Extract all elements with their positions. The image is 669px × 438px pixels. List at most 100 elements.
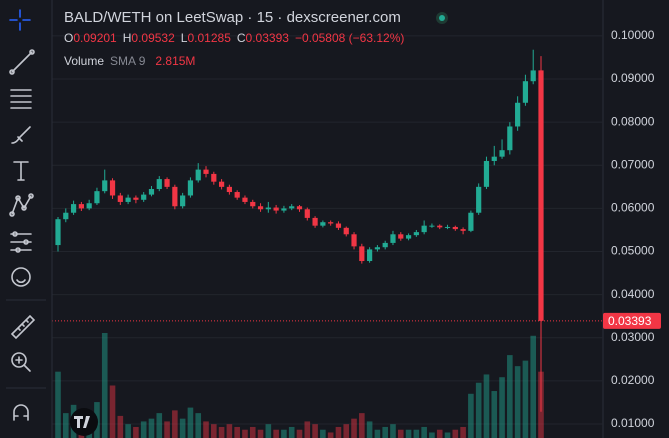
candle-body xyxy=(522,81,529,103)
zoom-tool[interactable] xyxy=(11,352,31,372)
volume-bar xyxy=(304,421,311,438)
volume-bar xyxy=(507,355,513,438)
y-tick-label: 0.07000 xyxy=(611,157,655,171)
candle-body xyxy=(141,194,147,200)
toolbar xyxy=(0,0,52,438)
high-value: 0.09532 xyxy=(131,31,175,45)
candle-body xyxy=(476,186,482,213)
volume-bar xyxy=(499,377,505,438)
volume-bar xyxy=(436,429,443,438)
volume-bar xyxy=(397,429,404,438)
candle-body xyxy=(296,206,303,210)
candle-body xyxy=(312,217,318,226)
volume-bar xyxy=(468,393,474,438)
volume-bar xyxy=(281,429,287,438)
y-tick-label: 0.09000 xyxy=(611,71,655,85)
volume-bar xyxy=(249,426,256,438)
candle-body xyxy=(421,225,427,233)
candle-body xyxy=(382,242,388,248)
volume-bar xyxy=(374,429,381,438)
candle-body xyxy=(413,232,419,236)
last-price-tag xyxy=(603,312,661,329)
change-value: −0.05808 (−63.12%) xyxy=(295,31,404,45)
volume-label: Volume xyxy=(64,54,104,68)
high-label: H xyxy=(123,31,132,45)
crosshair-tool[interactable] xyxy=(9,9,31,31)
candle-body xyxy=(405,235,412,239)
pattern-tool[interactable] xyxy=(9,193,34,217)
candle-body xyxy=(164,179,170,187)
close-label: C xyxy=(237,31,246,45)
volume-bar xyxy=(187,407,194,438)
volume-bar xyxy=(140,421,147,438)
candle-body xyxy=(218,181,225,187)
chart-title: BALD/WETH on LeetSwap · 15 · dexscreener… xyxy=(64,9,401,26)
candle-body xyxy=(483,160,490,187)
candle-body xyxy=(437,225,443,228)
emoji-tool[interactable] xyxy=(11,267,31,287)
volume-bar xyxy=(390,424,396,438)
volume-bar xyxy=(413,429,420,438)
candle-body xyxy=(55,219,61,246)
y-tick-label: 0.01000 xyxy=(611,416,655,430)
candle-body xyxy=(273,207,279,211)
y-tick-label: 0.04000 xyxy=(611,287,655,301)
candle-body xyxy=(351,234,357,247)
candle-body xyxy=(102,180,108,192)
volume-bar xyxy=(359,413,365,438)
candle-body xyxy=(374,247,381,250)
candle-body xyxy=(226,186,232,193)
volume-bar xyxy=(343,424,350,438)
volume-bar xyxy=(203,421,209,438)
ruler-tool[interactable] xyxy=(10,314,36,340)
volume-bar xyxy=(211,424,217,438)
candle-body xyxy=(156,179,162,190)
candle-body xyxy=(468,212,474,231)
candle-body xyxy=(289,206,295,209)
candle-body xyxy=(367,249,373,262)
fib-tool[interactable] xyxy=(10,89,32,109)
candle-body xyxy=(187,180,194,196)
volume-bar xyxy=(429,432,435,438)
candle-body xyxy=(499,150,505,157)
volume-bar xyxy=(491,391,498,438)
candle-body xyxy=(460,229,466,231)
candle-body xyxy=(148,189,155,195)
prediction-tool[interactable] xyxy=(10,231,32,253)
candle-body xyxy=(538,70,544,321)
candle-body xyxy=(78,204,84,209)
open-label: O xyxy=(64,31,73,45)
candle-body xyxy=(304,209,310,218)
volume-bar xyxy=(226,424,233,438)
plot: 0.10000 0.09000 0.08000 0.07000 0.06000 0.050… xyxy=(52,0,655,438)
brush-tool[interactable] xyxy=(11,126,31,144)
volume-bar xyxy=(125,424,131,438)
volume-bar xyxy=(234,426,240,438)
volume-bar xyxy=(172,410,178,438)
close-value: 0.03393 xyxy=(246,31,290,45)
candle-body xyxy=(250,201,256,207)
candle-body xyxy=(211,173,217,182)
trend-line-tool[interactable] xyxy=(9,49,35,75)
candle-body xyxy=(109,180,116,196)
volume-bar xyxy=(242,429,248,438)
sma-label: SMA 9 xyxy=(110,54,146,68)
candle-body xyxy=(234,192,240,198)
candle-body xyxy=(390,234,396,243)
candle-body xyxy=(203,169,209,174)
volume-bar xyxy=(312,424,318,438)
volume-bar xyxy=(179,418,186,438)
y-tick-label: 0.10000 xyxy=(611,28,655,42)
text-tool[interactable] xyxy=(13,161,29,181)
volume-bar xyxy=(405,429,412,438)
volume-bar xyxy=(320,429,326,438)
volume-legend: Volume SMA 9 2.815M xyxy=(64,54,195,68)
volume-bar xyxy=(296,429,303,438)
volume-bar xyxy=(475,382,482,438)
volume-bar xyxy=(483,374,490,438)
magnet-tool[interactable] xyxy=(13,404,29,421)
candle-body xyxy=(507,126,513,151)
candle-body xyxy=(530,70,536,82)
